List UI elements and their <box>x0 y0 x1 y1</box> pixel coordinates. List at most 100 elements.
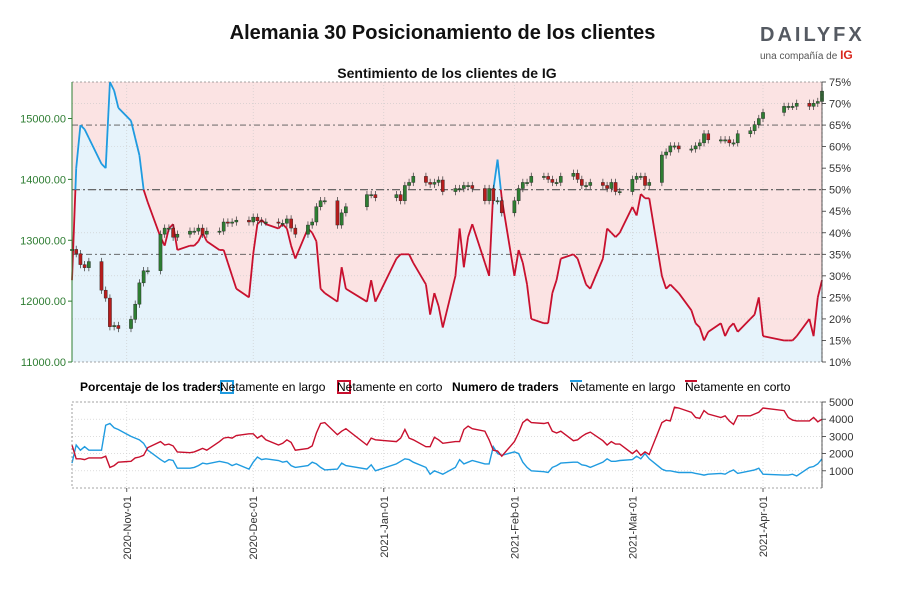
candle-body <box>546 176 550 180</box>
sentiment-line-segment <box>467 223 474 238</box>
sentiment-line-segment <box>433 292 440 307</box>
sentiment-line-segment <box>618 206 634 234</box>
candle-body <box>162 227 167 235</box>
candle-body <box>529 176 534 183</box>
sentiment-line-segment <box>117 107 132 122</box>
candle-body <box>723 139 727 142</box>
candle-body <box>276 221 281 224</box>
candle-body <box>112 325 116 327</box>
sentiment-line-segment <box>631 206 638 216</box>
candle-body <box>205 230 209 235</box>
candle-body <box>289 218 293 229</box>
sentiment-line-segment <box>471 223 486 264</box>
right-axis-label: 50% <box>829 185 851 197</box>
candle-body <box>639 176 643 178</box>
right-axis-label: 10% <box>829 357 851 369</box>
candle-body <box>103 289 108 299</box>
sentiment-line-segment <box>462 236 469 268</box>
legend-long-line-icon <box>570 380 582 382</box>
candle-body <box>676 145 681 150</box>
candle-body <box>335 200 340 226</box>
sentiment-line-segment <box>500 198 516 276</box>
right-axis-label: 45% <box>829 206 851 218</box>
left-axis-label: 11000.00 <box>21 357 66 369</box>
candle-body <box>790 106 795 108</box>
sentiment-line-segment <box>640 193 646 199</box>
candle-body <box>424 176 428 183</box>
sentiment-line-segment <box>75 124 82 169</box>
sentiment-line-segment <box>163 228 170 246</box>
sentiment-line-segment <box>458 228 465 268</box>
sentiment-line-segment <box>235 288 250 299</box>
series-net-long-traders <box>71 422 823 477</box>
sentiment-line-segment <box>265 223 279 230</box>
sentiment-line-segment <box>517 249 524 264</box>
sentiment-line-segment <box>812 297 819 337</box>
candle-body <box>643 176 647 186</box>
candle-body <box>196 227 201 232</box>
candle-body <box>786 106 791 108</box>
candle-body <box>457 188 462 190</box>
candle-body <box>617 191 622 193</box>
candle-body <box>706 133 711 141</box>
candle-body <box>339 212 344 226</box>
x-axis-label: 2021-Apr-01 <box>758 496 770 557</box>
sentiment-line-segment <box>290 245 297 259</box>
candle-body <box>82 264 87 268</box>
sentiment-line-segment <box>555 258 562 281</box>
candle-body <box>660 154 664 183</box>
candle-body <box>782 106 786 113</box>
candle-body <box>255 216 260 221</box>
sentiment-line-segment <box>661 275 667 290</box>
candle-body <box>411 176 416 183</box>
candle-body <box>373 194 378 198</box>
x-axis-label: 2021-Jan-01 <box>379 496 391 558</box>
candle-body <box>259 220 264 223</box>
candle-body <box>794 103 799 107</box>
sentiment-line-segment <box>526 284 533 320</box>
candle-body <box>512 200 517 214</box>
candle-body <box>314 206 319 223</box>
candle-body <box>558 176 563 183</box>
right-axis-label: 20% <box>829 314 851 326</box>
candle-body <box>78 253 83 265</box>
candle-body <box>470 185 475 189</box>
sub-axis-label: 5000 <box>829 397 853 409</box>
candle-body <box>605 185 609 189</box>
x-axis-label: 2020-Nov-01 <box>122 496 134 560</box>
candle-body <box>247 219 251 223</box>
sentiment-line-segment <box>324 292 338 303</box>
sentiment-line-segment <box>109 81 115 92</box>
sentiment-line-segment <box>113 90 120 109</box>
candle-body <box>87 261 91 268</box>
candle-body <box>188 230 192 235</box>
sentiment-line-segment <box>560 253 574 260</box>
ig-logo: IG <box>840 48 853 62</box>
sentiment-line-segment <box>256 219 263 225</box>
candle-body <box>735 133 740 144</box>
candle-body <box>731 142 736 145</box>
right-axis-label: 35% <box>829 249 851 261</box>
candle-body <box>137 282 142 305</box>
candle-body <box>719 139 723 142</box>
sentiment-line-segment <box>429 292 436 315</box>
left-axis-label: 12000.00 <box>20 296 66 308</box>
candle-body <box>664 151 668 156</box>
candle-body <box>264 221 268 224</box>
candle-body <box>310 221 314 226</box>
sentiment-line-segment <box>521 262 528 285</box>
sentiment-line-segment <box>496 159 502 190</box>
sentiment-line-segment <box>720 322 726 337</box>
sentiment-line-segment <box>260 219 267 225</box>
sentiment-line-segment <box>602 228 609 259</box>
candle-body <box>525 182 529 184</box>
candle-body <box>601 182 605 186</box>
sentiment-line-segment <box>791 335 798 342</box>
legend-short-box-icon <box>337 380 351 394</box>
candle-body <box>74 249 79 254</box>
right-axis-label: 25% <box>829 292 851 304</box>
sentiment-line-segment <box>635 193 642 216</box>
candle-body <box>200 227 205 235</box>
candle-body <box>634 176 639 180</box>
candle-body <box>702 133 706 144</box>
